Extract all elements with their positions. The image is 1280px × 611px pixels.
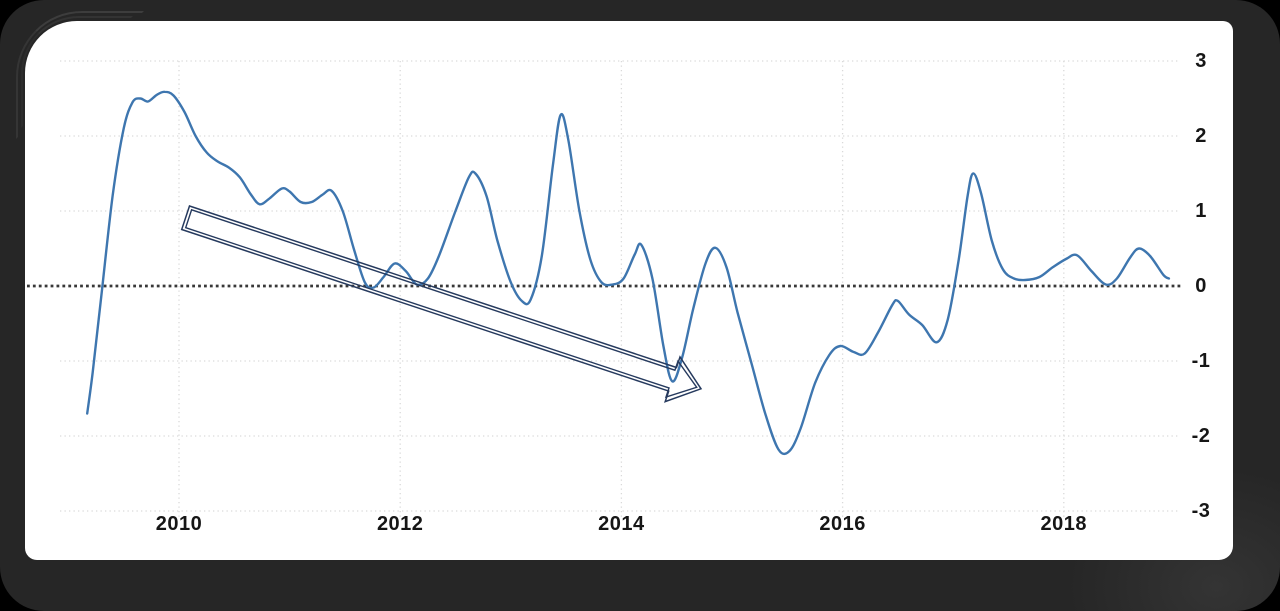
x-tick-label: 2014 xyxy=(598,513,645,535)
y-tick-label: -3 xyxy=(1192,500,1211,522)
y-tick-label: 1 xyxy=(1195,200,1207,222)
y-tick-label: 2 xyxy=(1195,125,1207,147)
data-line xyxy=(86,90,1171,456)
x-tick-label: 2010 xyxy=(156,513,203,535)
trend-arrow-inner xyxy=(184,208,698,399)
y-tick-label: 0 xyxy=(1195,275,1207,297)
y-tick-label: 3 xyxy=(1195,50,1207,72)
x-tick-label: 2012 xyxy=(377,513,424,535)
frame-corner-highlight xyxy=(16,11,144,139)
chart-panel xyxy=(25,21,1233,560)
y-tick-label: -1 xyxy=(1192,350,1211,372)
x-tick-label: 2018 xyxy=(1041,513,1088,535)
x-tick-label: 2016 xyxy=(819,513,866,535)
frame-corner-highlight xyxy=(21,16,133,128)
y-tick-label: -2 xyxy=(1192,425,1211,447)
